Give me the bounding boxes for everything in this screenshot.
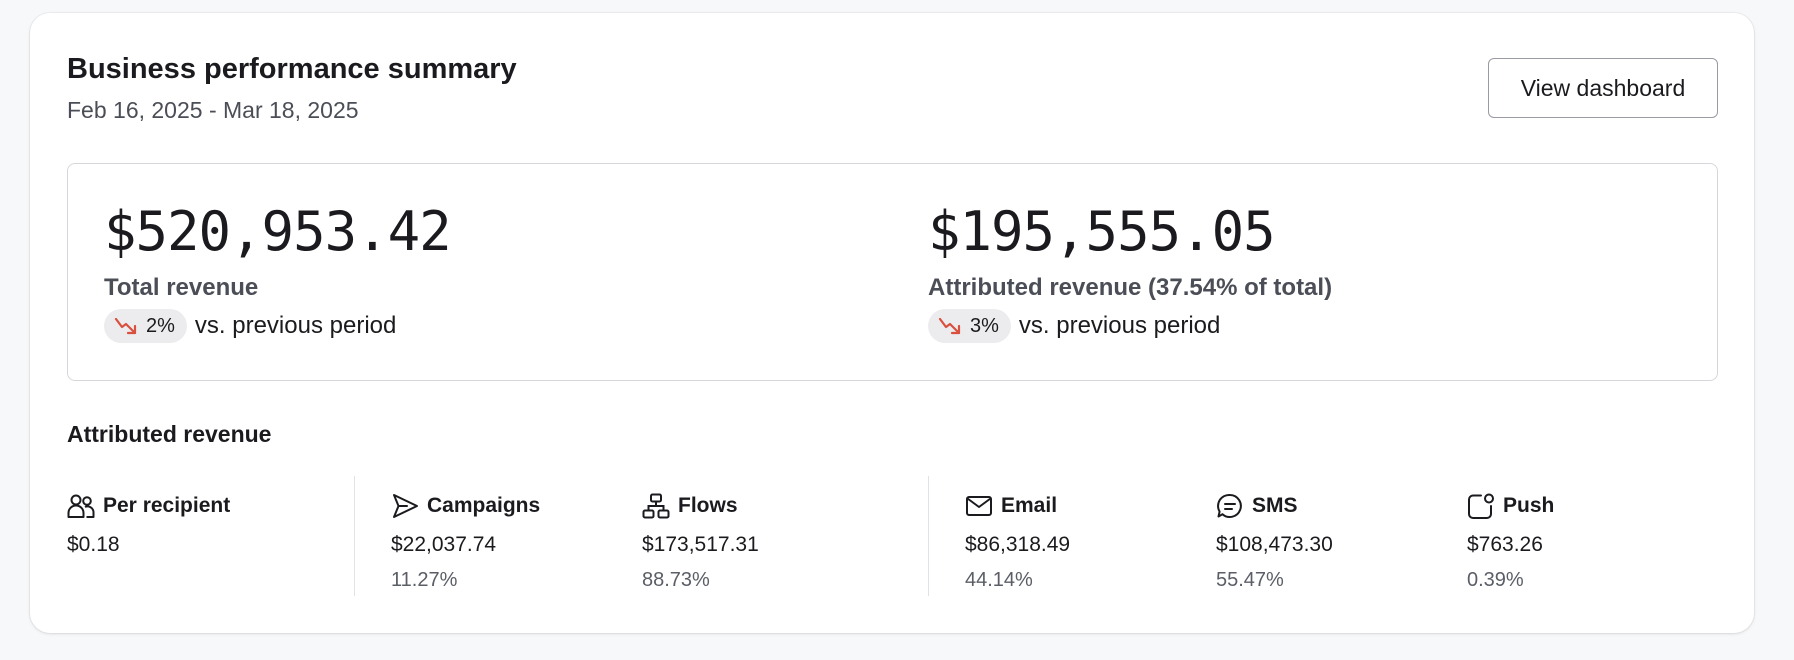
total-revenue-value: $520,953.42	[104, 200, 452, 263]
send-icon	[393, 494, 418, 518]
stat-label: Push	[1503, 494, 1555, 517]
push-notification-icon	[1468, 493, 1494, 519]
stat-percent: 88.73%	[642, 569, 710, 591]
stat-email: Email $86,318.49 44.14%	[965, 491, 1070, 592]
total-revenue-trend: 2% vs. previous period	[104, 309, 396, 343]
stat-percent: 44.14%	[965, 569, 1033, 591]
trend-down-icon	[114, 317, 137, 335]
stat-label: SMS	[1252, 494, 1298, 517]
people-icon	[67, 494, 95, 518]
business-performance-card: Business performance summary Feb 16, 202…	[30, 13, 1754, 633]
stat-amount: $173,517.31	[642, 533, 759, 556]
stat-label: Flows	[678, 494, 738, 517]
attributed-revenue-trend: 3% vs. previous period	[928, 309, 1220, 343]
comparison-text: vs. previous period	[1018, 312, 1221, 339]
trend-down-icon	[938, 317, 961, 335]
view-dashboard-button[interactable]: View dashboard	[1488, 58, 1718, 118]
attributed-section-title: Attributed revenue	[67, 421, 272, 447]
card-title: Business performance summary	[67, 53, 517, 85]
divider	[928, 476, 929, 596]
total-revenue-label: Total revenue	[104, 274, 259, 301]
stat-label: Email	[1001, 494, 1058, 517]
change-badge: 3%	[928, 309, 1011, 343]
attributed-revenue-label: Attributed revenue (37.54% of total)	[928, 274, 1333, 301]
stat-amount: $22,037.74	[391, 533, 497, 556]
stat-per-recipient: Per recipient $0.18	[67, 491, 230, 557]
change-percent: 2%	[146, 314, 175, 337]
chat-icon	[1217, 493, 1242, 518]
date-range: Feb 16, 2025 - Mar 18, 2025	[67, 97, 359, 123]
attributed-revenue-value: $195,555.05	[928, 200, 1276, 263]
stat-amount: $763.26	[1467, 533, 1543, 556]
stat-sms: SMS $108,473.30 55.47%	[1216, 491, 1333, 592]
change-percent: 3%	[970, 314, 999, 337]
stat-flows: Flows $173,517.31 88.73%	[642, 491, 759, 592]
stat-push: Push $763.26 0.39%	[1467, 491, 1554, 592]
stat-amount: $108,473.30	[1216, 533, 1333, 556]
stat-amount: $0.18	[67, 533, 120, 556]
change-badge: 2%	[104, 309, 187, 343]
stat-label: Per recipient	[103, 494, 231, 517]
divider	[354, 476, 355, 596]
stat-percent: 11.27%	[391, 569, 458, 591]
stat-percent: 55.47%	[1216, 569, 1284, 591]
comparison-text: vs. previous period	[194, 312, 397, 339]
revenue-summary-box: $520,953.42 Total revenue 2% vs. previou…	[67, 163, 1718, 381]
mail-icon	[966, 496, 992, 516]
flow-icon	[642, 493, 670, 519]
stat-percent: 0.39%	[1467, 569, 1524, 591]
stat-label: Campaigns	[427, 494, 541, 517]
stat-campaigns: Campaigns $22,037.74 11.27%	[391, 491, 540, 592]
stat-amount: $86,318.49	[965, 533, 1071, 556]
